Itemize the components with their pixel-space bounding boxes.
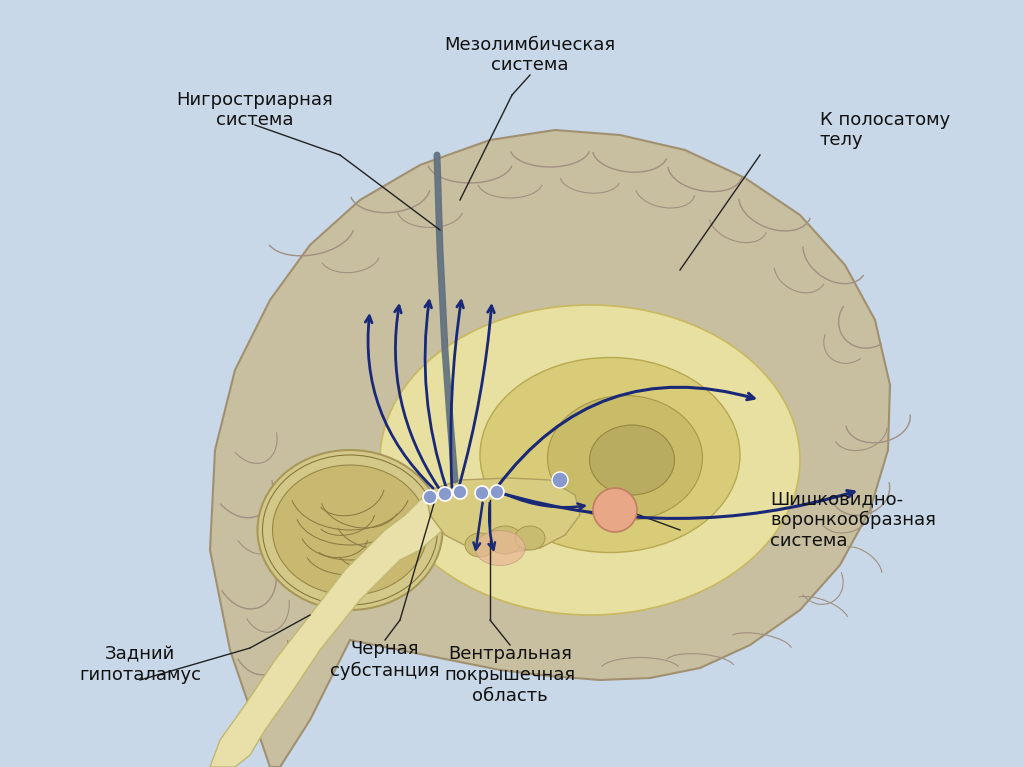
Text: К полосатому
телу: К полосатому телу (820, 110, 950, 150)
Text: Задний
гипоталамус: Задний гипоталамус (79, 646, 201, 684)
Ellipse shape (465, 533, 495, 557)
Circle shape (490, 485, 504, 499)
Circle shape (423, 490, 437, 504)
Circle shape (593, 488, 637, 532)
Ellipse shape (272, 465, 427, 595)
Text: Шишковидно-
воронкообразная
система: Шишковидно- воронкообразная система (770, 490, 936, 550)
Ellipse shape (257, 450, 442, 610)
Text: Черная
субстанция: Черная субстанция (331, 640, 439, 680)
Text: Вентральная
покрышечная
область: Вентральная покрышечная область (444, 645, 575, 705)
Circle shape (453, 485, 467, 499)
Circle shape (475, 486, 489, 500)
Circle shape (438, 487, 452, 501)
Polygon shape (210, 130, 890, 767)
Polygon shape (427, 478, 580, 553)
Circle shape (552, 472, 568, 488)
Ellipse shape (380, 305, 800, 615)
Ellipse shape (548, 396, 702, 521)
Text: Нигростриарная
система: Нигростриарная система (176, 91, 334, 130)
Ellipse shape (590, 425, 675, 495)
Ellipse shape (480, 357, 740, 552)
Ellipse shape (515, 526, 545, 550)
Text: Мезолимбическая
система: Мезолимбическая система (444, 35, 615, 74)
Ellipse shape (475, 531, 525, 565)
Ellipse shape (487, 526, 522, 554)
Polygon shape (210, 490, 480, 767)
